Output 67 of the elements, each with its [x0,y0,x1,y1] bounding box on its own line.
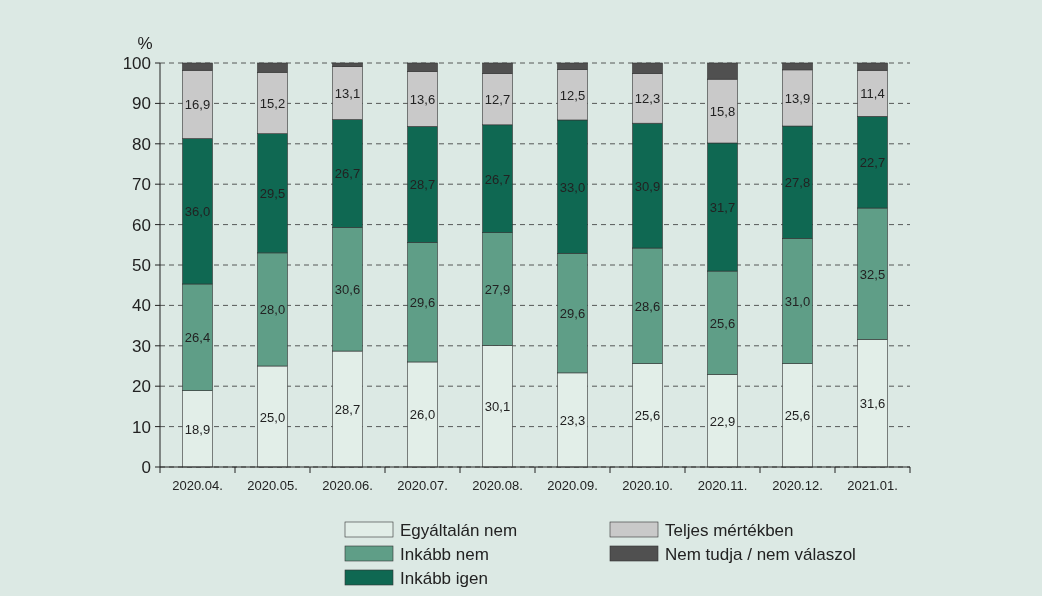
data-label: 31,6 [859,396,886,412]
data-label: 25,0 [259,409,286,425]
data-label: 16,9 [184,97,211,113]
data-label: 13,6 [409,91,436,107]
data-label: 30,6 [334,282,361,298]
data-label: 12,7 [484,92,511,108]
data-label: 13,1 [334,86,361,102]
y-tick-label: 40 [132,296,151,316]
y-tick-label: 20 [132,377,151,397]
data-label: 15,2 [259,96,286,111]
data-label: 31,0 [784,293,811,309]
x-tick-label: 2021.01. [847,478,898,493]
legend-label: Nem tudja / nem válaszol [665,545,856,564]
y-tick-label: 50 [132,256,151,275]
y-tick-label: 60 [132,215,151,235]
data-label: 27,9 [484,282,511,298]
legend-label: Teljes mértékben [665,521,794,540]
data-label: 26,7 [334,166,361,182]
x-tick-label: 2020.04. [172,478,223,493]
y-tick-label: 100 [122,54,151,73]
data-label: 11,4 [860,86,885,102]
x-tick-label: 2020.09. [547,478,598,493]
x-tick-label: 2020.10. [622,478,673,493]
x-tick-label: 2020.11. [697,478,748,493]
data-label: 28,7 [409,177,436,193]
y-tick-label: 30 [132,336,151,356]
data-label: 30,9 [634,178,661,194]
data-label: 26,0 [409,407,436,423]
data-label: 36,0 [184,204,211,220]
x-tick-label: 2020.06. [322,478,373,493]
data-label: 23,3 [559,412,586,428]
y-tick-label: 10 [132,417,151,437]
legend-label: Inkább igen [400,569,488,588]
y-tick-label: 70 [132,175,151,195]
data-label: 29,6 [559,306,586,322]
data-label: 29,6 [409,295,436,311]
data-label: 31,7 [709,200,736,216]
legend-label: Inkább nem [400,545,489,564]
data-label: 33,0 [559,179,586,195]
y-tick-label: 90 [132,94,151,114]
data-label: 25,6 [709,315,736,331]
x-tick-label: 2020.12. [772,478,823,493]
data-label: 28,7 [334,402,361,418]
data-label: 26,7 [484,171,511,187]
data-label: 29,5 [259,186,286,202]
data-label: 25,6 [784,408,811,424]
legend-label: Egyáltalán nem [400,521,518,540]
data-label: 30,1 [484,399,511,415]
data-label: 28,6 [634,298,661,314]
x-tick-label: 2020.07. [397,478,448,493]
data-label: 12,3 [634,91,661,107]
y-tick-label: 0 [141,458,151,477]
data-label: 32,5 [859,266,886,282]
data-label: 25,6 [634,408,661,424]
data-label: 13,9 [784,90,811,106]
y-axis-title: % [137,34,153,53]
data-label: 18,9 [184,421,211,437]
data-label: 22,9 [709,413,736,429]
y-tick-label: 80 [132,134,151,154]
data-label: 26,4 [184,330,211,346]
data-label: 22,7 [859,155,886,171]
data-label: 12,5 [559,87,586,103]
data-label: 27,8 [784,175,811,191]
x-tick-label: 2020.08. [472,478,523,493]
x-tick-label: 2020.05. [247,478,298,493]
data-label: 28,0 [259,302,286,318]
data-label: 15,8 [709,104,736,120]
